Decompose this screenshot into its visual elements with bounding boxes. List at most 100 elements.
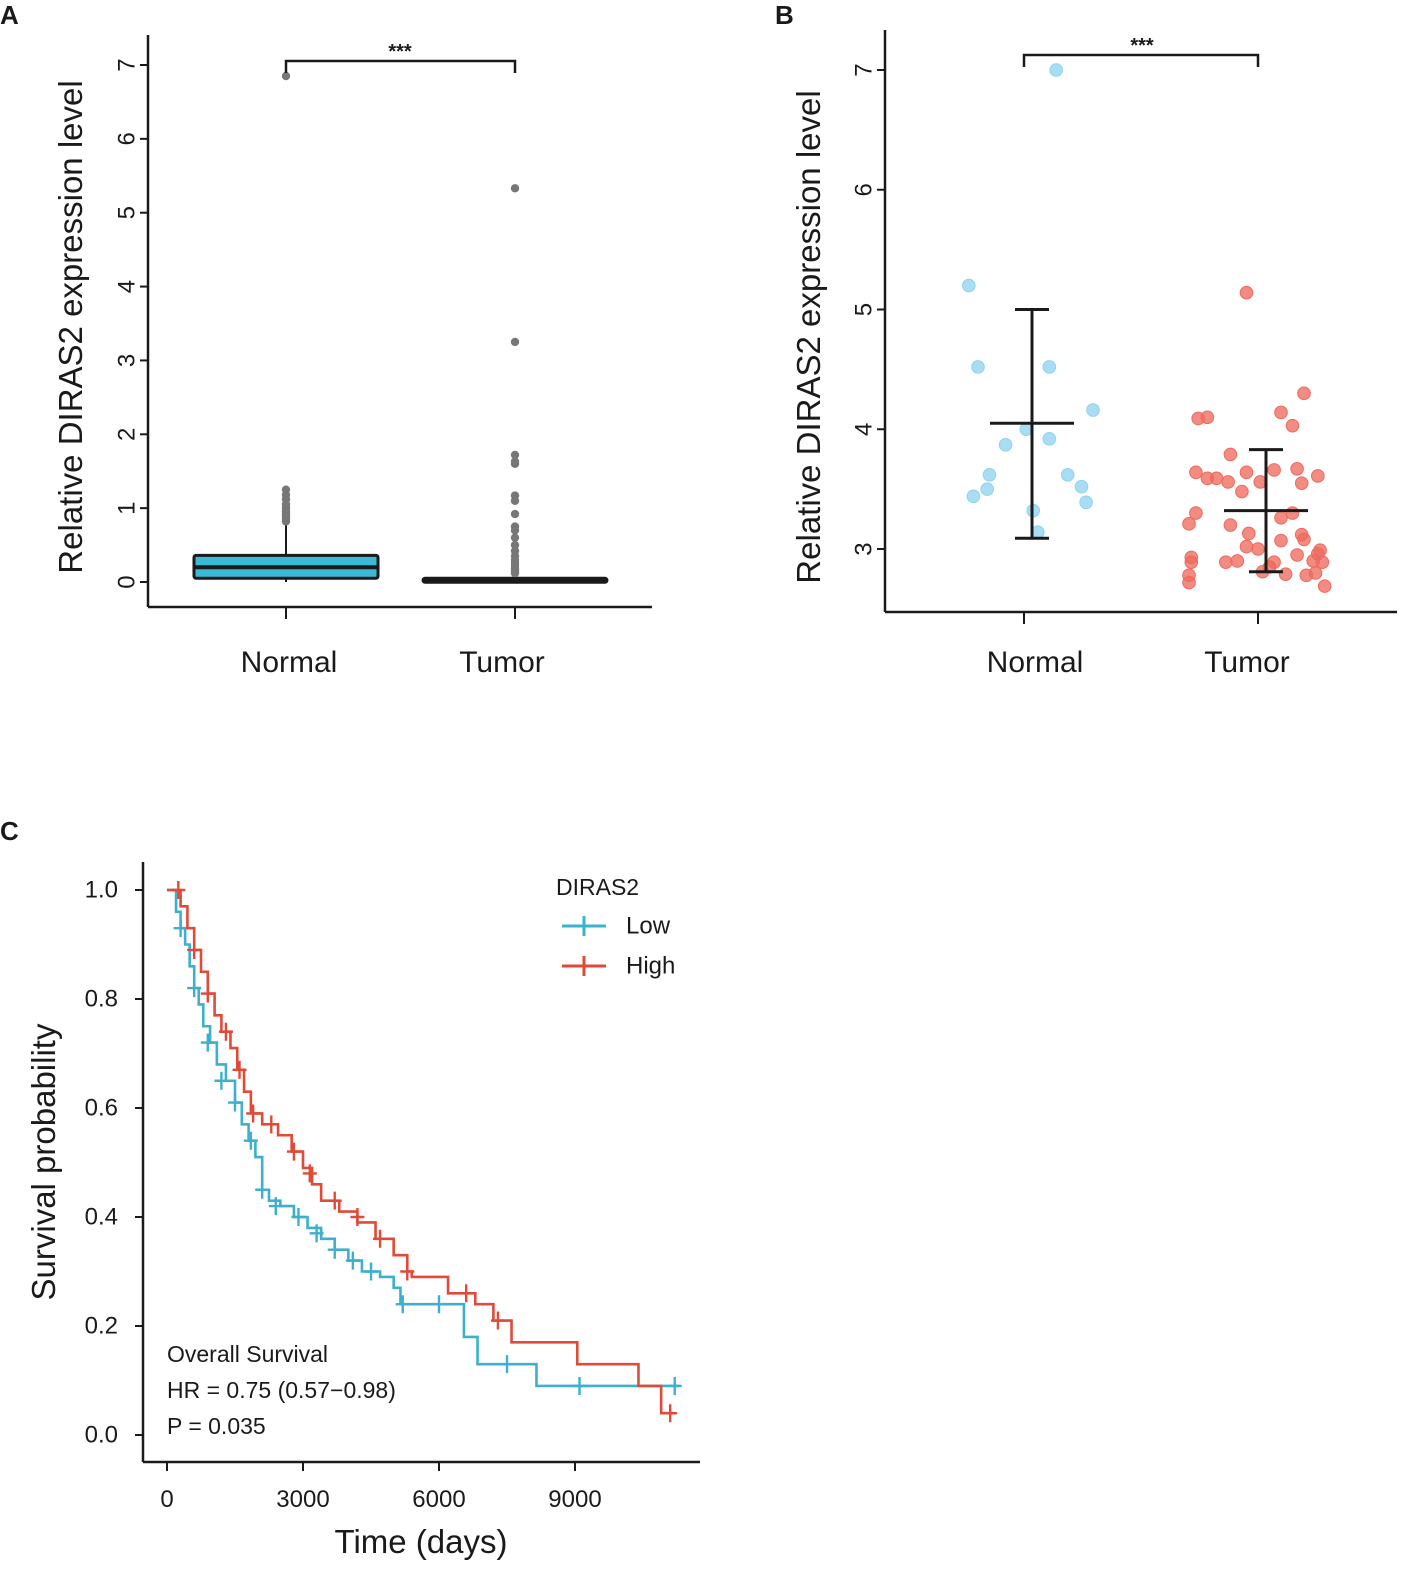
legend-label-low: Low [626,913,671,940]
censor-mark [214,1071,229,1090]
legend-title: DIRAS2 [556,874,639,900]
data-point [1230,554,1245,568]
data-point [1290,548,1304,562]
data-point [1086,403,1100,417]
data-point [1267,463,1281,477]
y-tick-label: 5 [851,303,878,316]
censor-mark [255,1180,270,1199]
x-category-label: Normal [987,646,1084,679]
data-point [1239,285,1254,300]
legend-label-high: High [626,953,675,980]
data-point [971,360,985,374]
data-point [1049,63,1063,77]
data-point [1223,447,1238,462]
data-point [1182,568,1196,583]
data-point [1235,484,1249,499]
censor-mark [350,1208,365,1226]
data-point [1278,567,1293,581]
x-category-label: Tumor [1204,646,1290,679]
censor-mark [187,940,202,959]
x-tick-label: 3000 [276,1486,329,1513]
panel-b-scatter: B 3 4 5 6 7 Normal Tumor Relative DIRAS2 express… [775,0,1397,679]
data-point [1223,518,1238,532]
outlier-point [510,457,520,466]
y-tick-label: 4 [114,280,141,293]
censor-mark [218,1022,233,1041]
data-point [998,438,1013,452]
data-point [1274,405,1288,420]
data-point [980,482,995,496]
censor-mark [246,1104,261,1123]
y-tick-label: 3 [851,542,878,555]
stats-annotation: Overall Survival HR = 0.75 (0.57−0.98) P =… [167,1341,396,1439]
data-point [1315,555,1330,569]
censor-mark [400,1262,415,1281]
data-point [1242,526,1256,541]
y-tick-label: 7 [851,63,878,76]
significance-bracket [284,59,517,73]
censor-mark [200,1033,215,1052]
significance-bracket [1022,53,1260,67]
data-point [1079,495,1093,510]
outlier-point [281,485,291,494]
data-point [1317,579,1332,593]
data-point [982,467,997,482]
censor-mark [667,1376,682,1395]
y-tick-label: 1.0 [85,877,118,904]
censor-mark [395,1295,410,1314]
legend-swatch-high [562,956,606,976]
panel-label: A [0,0,19,30]
data-point [1074,479,1089,494]
y-tick-label: 5 [114,206,141,219]
data-point [962,278,976,293]
data-point [1308,566,1323,580]
x-tick-label: 6000 [412,1486,465,1513]
censor-mark [459,1284,474,1303]
y-axis-title: Relative DIRAS2 expression level [790,90,827,583]
data-point [1274,533,1288,548]
series-normal [962,63,1100,540]
legend: DIRAS2 Low High [556,874,675,980]
legend-swatch-low [562,916,606,936]
y-tick-label: 0 [114,575,141,588]
outlier-point [510,540,520,550]
censor-mark [243,1131,258,1150]
censor-mark [173,919,188,938]
data-point [1060,467,1075,482]
x-axis-title: Time (days) [335,1523,508,1560]
x-tick-label: 0 [160,1486,173,1513]
data-point [1267,555,1281,569]
panel-c-survival-curve: C 0.0 0.2 0.4 0.6 0.8 1.0 0 3000 6000 9000 Time (da… [0,816,700,1560]
data-point [1239,465,1254,480]
censor-mark [232,1060,247,1079]
outlier-point [510,546,520,556]
x-category-label: Normal [241,646,338,679]
data-point [1251,542,1265,556]
series-high [167,881,678,1423]
survival-step-line [167,888,675,1415]
data-point [1290,461,1304,476]
y-tick-label: 7 [114,58,141,71]
data-point [1184,555,1199,569]
y-tick-label: 0.4 [85,1204,118,1231]
censor-mark [432,1295,446,1314]
series-low [167,888,682,1395]
data-point [1042,360,1057,374]
annotation-line: Overall Survival [167,1341,328,1367]
data-point [1200,410,1215,425]
annotation-line: P = 0.035 [167,1413,266,1439]
data-point [1182,517,1196,531]
censor-mark [490,1311,505,1330]
censor-mark [309,1224,324,1243]
data-point [1274,511,1288,525]
box-tumor [421,184,609,584]
outlier-point [510,184,520,193]
censor-mark [327,1191,342,1210]
annotation-line: HR = 0.75 (0.57−0.98) [167,1377,396,1403]
censor-mark [345,1251,360,1270]
data-point [1297,532,1311,547]
data-point [966,489,981,504]
censor-mark [187,979,202,998]
x-tick-label: 9000 [548,1486,601,1513]
box-normal [192,71,380,582]
